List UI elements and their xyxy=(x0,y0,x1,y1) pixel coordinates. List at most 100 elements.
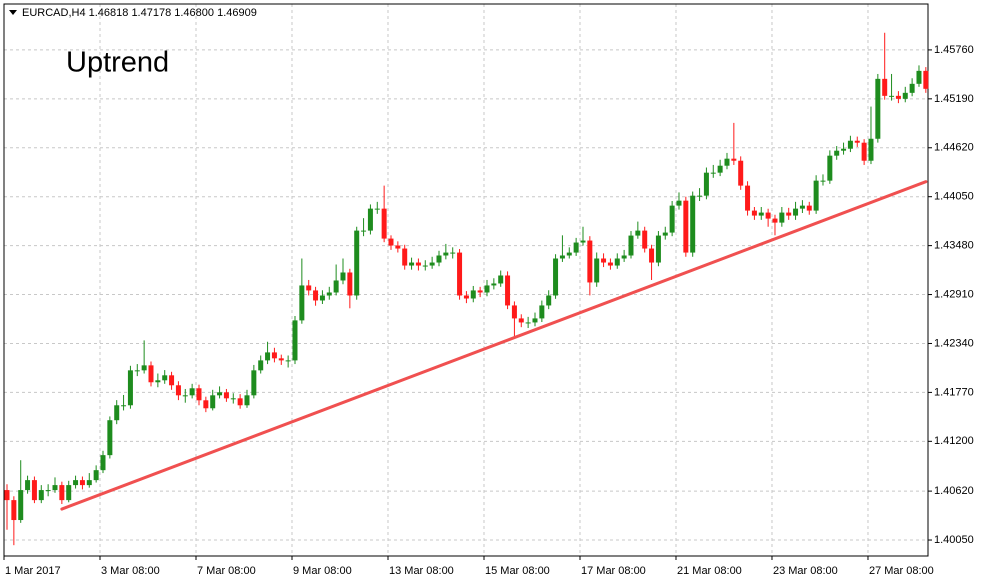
candle-body xyxy=(525,322,531,324)
x-tick-label: 21 Mar 08:00 xyxy=(677,565,742,577)
candle-body xyxy=(786,212,792,216)
candle-body xyxy=(511,305,517,319)
candle-body xyxy=(875,78,881,139)
candle-body xyxy=(258,360,264,371)
candle-body xyxy=(73,480,79,486)
x-tick-label: 9 Mar 08:00 xyxy=(293,565,352,577)
candle-body xyxy=(751,210,757,216)
candle-body xyxy=(25,480,31,491)
candle-body xyxy=(573,242,579,253)
candle-body xyxy=(59,485,65,501)
candle-body xyxy=(265,352,271,361)
candle-body xyxy=(566,252,572,256)
candle-body xyxy=(491,283,497,286)
candle-body xyxy=(374,208,380,210)
candle-body xyxy=(916,70,922,84)
candle-body xyxy=(601,258,607,263)
candle-body xyxy=(539,305,545,319)
candle-body xyxy=(285,360,291,362)
candle-body xyxy=(470,290,476,299)
candle-body xyxy=(299,285,305,321)
candle-body xyxy=(827,155,833,181)
candle-body xyxy=(834,150,840,156)
candle-body xyxy=(854,140,860,143)
candle-body xyxy=(779,212,785,223)
candle-body xyxy=(347,272,353,296)
candle-body xyxy=(847,140,853,149)
candle-body xyxy=(422,265,428,267)
candle-body xyxy=(436,255,442,263)
candle-body xyxy=(134,370,140,372)
candle-body xyxy=(292,320,298,361)
candle-body xyxy=(655,235,661,263)
candle-body xyxy=(745,185,751,211)
candle-body xyxy=(669,205,675,233)
candle-body xyxy=(429,262,435,266)
candle-body xyxy=(703,172,709,196)
x-tick-label: 3 Mar 08:00 xyxy=(101,565,160,577)
candle-body xyxy=(210,395,216,409)
candle-body xyxy=(546,295,552,306)
x-tick-label: 1 Mar 2017 xyxy=(5,565,61,577)
candle-body xyxy=(148,365,154,383)
candle-body xyxy=(313,290,319,301)
candle-body xyxy=(621,255,627,259)
candle-body xyxy=(861,142,867,161)
candle-body xyxy=(361,230,367,232)
candle-body xyxy=(45,490,51,492)
candle-body xyxy=(230,398,236,400)
candle-body xyxy=(38,490,44,501)
candle-body xyxy=(244,395,250,406)
trend-line xyxy=(60,180,928,511)
candle-body xyxy=(717,165,723,173)
menu-triangle[interactable] xyxy=(9,10,17,15)
candle-body xyxy=(477,290,483,293)
candle-body xyxy=(738,160,744,186)
candle-body xyxy=(354,230,360,296)
candle-body xyxy=(559,255,565,259)
candle-body xyxy=(607,262,613,266)
candle-body xyxy=(127,370,133,406)
candle-body xyxy=(381,208,387,239)
x-tick-label: 17 Mar 08:00 xyxy=(581,565,646,577)
candle-body xyxy=(635,230,641,236)
candle-body xyxy=(196,388,202,401)
candle-body xyxy=(882,78,888,96)
candles xyxy=(4,32,929,546)
candle-body xyxy=(319,295,325,301)
candle-body xyxy=(642,230,648,249)
candle-body xyxy=(162,375,168,381)
candle-body xyxy=(587,240,593,283)
y-tick-label: 1.40620 xyxy=(934,485,974,497)
candle-body xyxy=(326,292,332,296)
candle-body xyxy=(553,258,559,296)
candle-body xyxy=(676,200,682,206)
candle-body xyxy=(841,148,847,151)
x-tick-label: 13 Mar 08:00 xyxy=(389,565,454,577)
y-tick-label: 1.45760 xyxy=(934,44,974,56)
y-tick-label: 1.44620 xyxy=(934,142,974,154)
candle-body xyxy=(697,195,703,197)
candle-body xyxy=(662,232,668,236)
candle-body xyxy=(765,212,771,219)
candle-body xyxy=(415,262,421,266)
plot-frame xyxy=(3,3,929,557)
candle-body xyxy=(141,365,147,371)
candle-body xyxy=(86,480,92,486)
candle-body xyxy=(532,318,538,323)
candle-body xyxy=(649,248,655,263)
candle-body xyxy=(518,318,524,323)
candle-body xyxy=(223,392,229,399)
candle-body xyxy=(278,358,284,361)
candle-body xyxy=(505,275,511,306)
y-tick-label: 1.42340 xyxy=(934,337,974,349)
candle-body xyxy=(52,485,58,491)
candle-body xyxy=(758,212,764,216)
candle-body xyxy=(895,95,901,99)
x-tick-label: 23 Mar 08:00 xyxy=(773,565,838,577)
candle-body xyxy=(182,395,188,397)
candle-body xyxy=(79,480,85,486)
candle-body xyxy=(580,240,586,243)
